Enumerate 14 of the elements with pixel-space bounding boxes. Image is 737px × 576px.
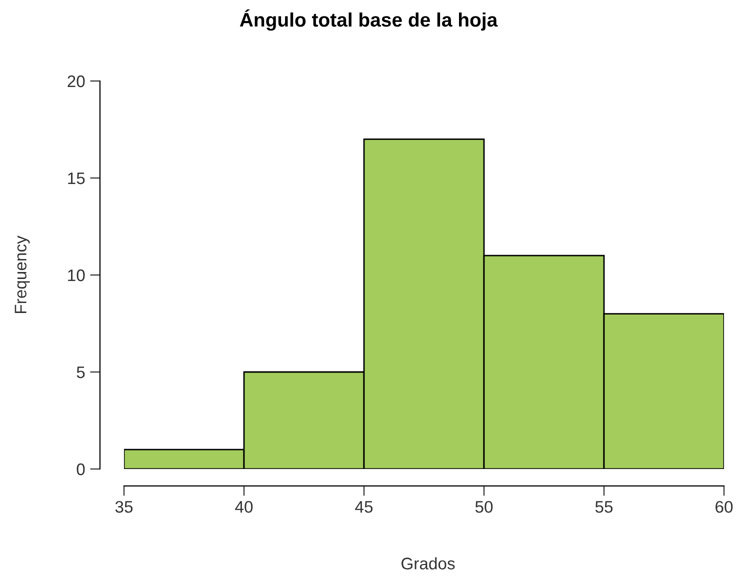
x-tick-label: 55 [595,501,613,513]
y-tick-label: 20 [68,75,85,88]
x-tick-label: 40 [235,500,253,513]
x-tick-label: 60 [716,500,733,513]
y-tick-label: 5 [76,366,85,378]
y-axis-title: Frequency [14,236,30,313]
y-tick-label: 10 [68,269,85,282]
y-tick-label: 0 [76,463,85,476]
y-tick-label: 15 [68,172,85,184]
x-tick-label: 50 [475,500,493,513]
x-axis-title: Grados [402,557,455,570]
x-tick-label: 35 [115,500,133,513]
x-tick-label: 45 [355,501,373,513]
chart-title: Ángulo total base de la hoja [240,9,498,31]
